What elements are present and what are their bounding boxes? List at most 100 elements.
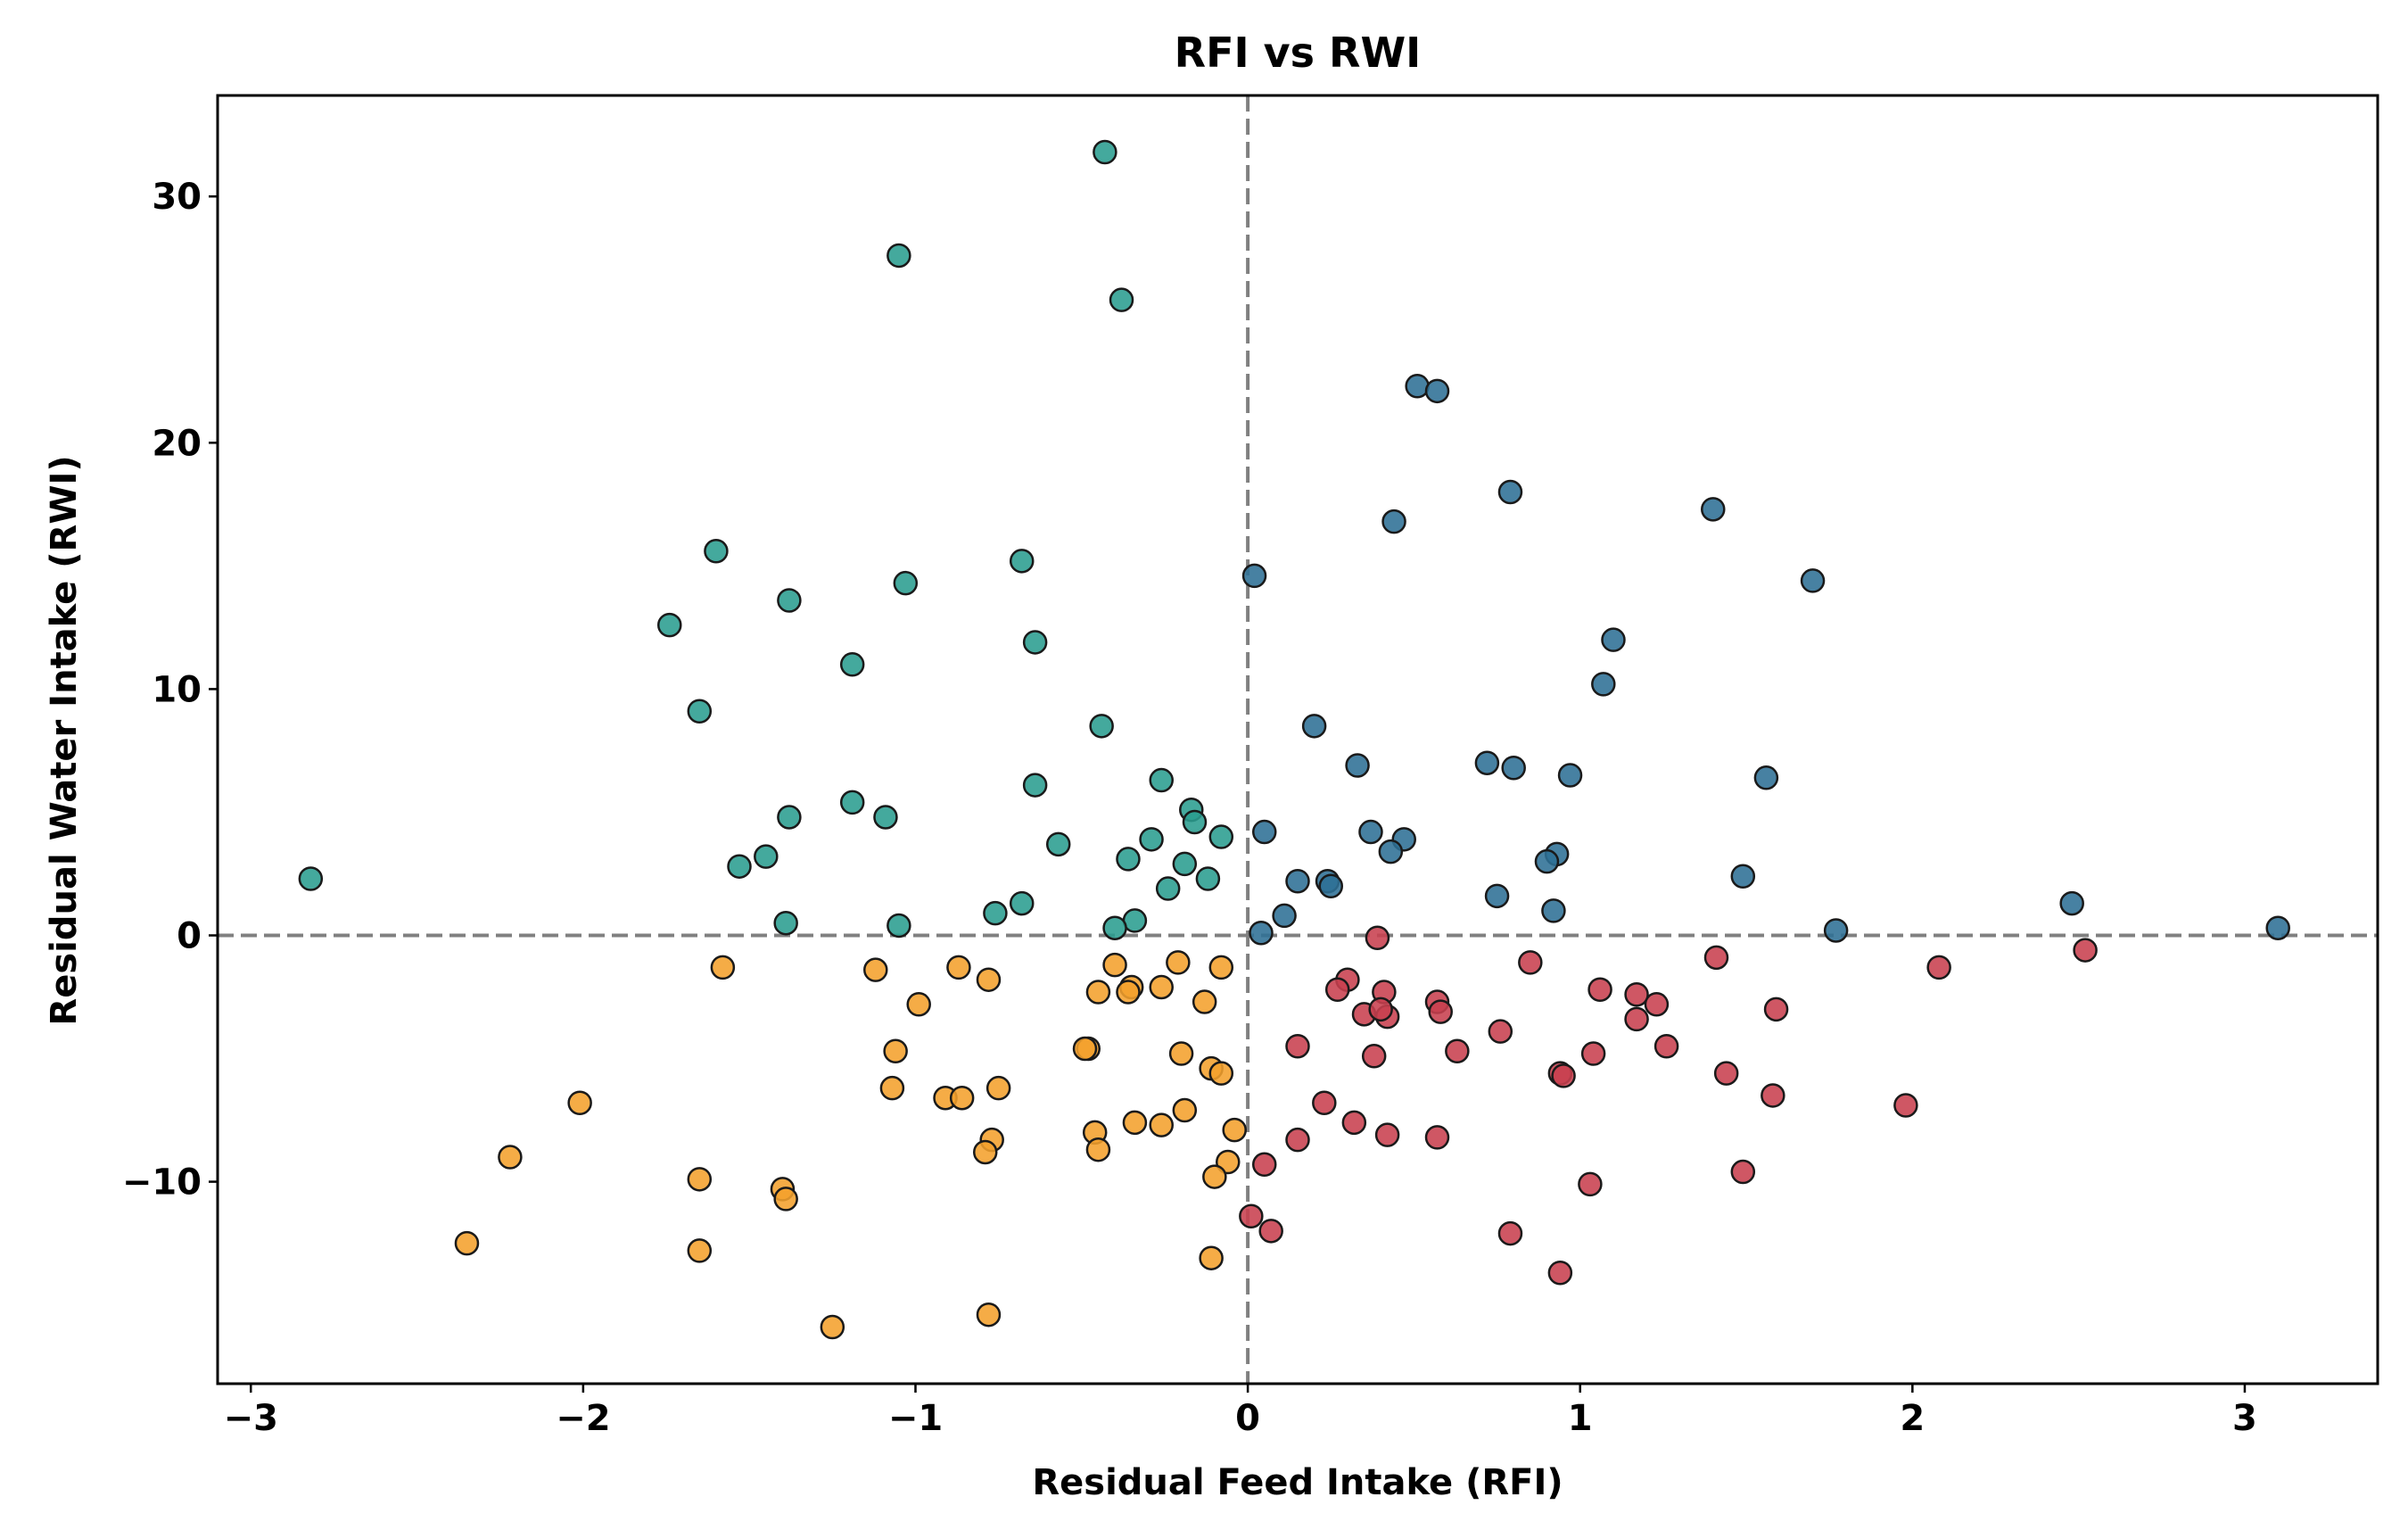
data-point — [773, 910, 798, 936]
y-tick-label: 0 — [177, 915, 202, 956]
data-point — [687, 1167, 713, 1192]
data-point — [1195, 866, 1221, 891]
data-point — [1424, 378, 1450, 404]
data-point — [1182, 809, 1208, 835]
data-point — [1763, 997, 1789, 1022]
data-point — [1199, 1245, 1224, 1270]
data-point — [1541, 898, 1566, 923]
data-point — [1547, 1261, 1573, 1286]
data-point — [454, 1230, 480, 1256]
data-point — [1149, 767, 1174, 793]
data-point — [1823, 918, 1849, 943]
x-axis-ticks: −3 −2 −1 0 1 2 3 — [224, 1384, 2257, 1439]
data-point — [1358, 819, 1383, 845]
data-point — [976, 967, 1002, 992]
x-axis-label: Residual Feed Intake (RFI) — [1032, 1462, 1563, 1503]
data-point — [887, 913, 911, 939]
data-point — [1713, 1061, 1739, 1086]
data-point — [1093, 139, 1117, 165]
data-point — [863, 957, 888, 982]
data-point — [1587, 977, 1612, 1002]
data-point — [1116, 847, 1141, 872]
data-point — [1428, 999, 1453, 1024]
data-point — [1208, 824, 1234, 849]
data-point — [949, 1085, 975, 1111]
x-tick-label: −3 — [224, 1398, 278, 1439]
data-point — [1166, 950, 1191, 975]
data-point — [687, 1238, 713, 1263]
data-point — [773, 1187, 798, 1212]
data-point — [906, 992, 931, 1017]
data-point — [1251, 1152, 1277, 1178]
data-point — [1192, 989, 1217, 1014]
data-point — [1318, 873, 1344, 899]
data-point — [1172, 851, 1198, 877]
data-point — [1701, 497, 1726, 522]
data-point — [873, 805, 898, 830]
data-point — [972, 1139, 998, 1165]
x-tick-label: −1 — [888, 1398, 943, 1439]
data-point — [1518, 950, 1543, 975]
data-point — [1488, 1019, 1513, 1044]
data-point — [1368, 997, 1393, 1022]
data-point — [657, 612, 682, 638]
data-point — [1285, 869, 1310, 894]
data-point — [498, 1145, 523, 1170]
data-point — [1624, 1006, 1649, 1032]
data-point — [1730, 864, 1756, 889]
data-point — [1122, 1110, 1148, 1136]
data-point — [1551, 1063, 1576, 1088]
data-point — [883, 1038, 908, 1064]
data-points — [298, 139, 2290, 1340]
data-point — [1324, 977, 1350, 1002]
data-point — [2265, 915, 2290, 940]
data-point — [1445, 1038, 1470, 1064]
data-point — [1285, 1127, 1310, 1153]
data-point — [2059, 890, 2084, 916]
data-point — [1109, 287, 1134, 312]
data-point — [820, 1314, 845, 1340]
data-point — [1926, 955, 1951, 980]
data-point — [1139, 827, 1164, 852]
data-point — [887, 243, 911, 269]
data-point — [567, 1090, 592, 1115]
data-point — [1208, 1061, 1234, 1086]
data-point — [1653, 1033, 1679, 1059]
data-point — [1085, 1137, 1111, 1162]
data-point — [1580, 1041, 1606, 1066]
series-1 — [298, 139, 1234, 940]
data-point — [1591, 672, 1616, 697]
data-point — [1578, 1171, 1603, 1197]
data-point — [983, 900, 1008, 926]
data-point — [1239, 1203, 1264, 1229]
data-point — [1381, 509, 1406, 534]
data-point — [1424, 1125, 1450, 1150]
data-point — [1345, 753, 1370, 778]
plot-frame — [216, 94, 2379, 1385]
data-point — [1022, 773, 1048, 798]
data-point — [1241, 563, 1267, 589]
data-point — [2073, 938, 2098, 963]
data-point — [946, 955, 971, 980]
data-point — [1378, 839, 1404, 864]
data-point — [1272, 903, 1297, 929]
y-tick-label: 30 — [152, 177, 202, 218]
y-axis-ticks: −10 0 10 20 30 — [122, 177, 218, 1203]
data-point — [1624, 982, 1649, 1007]
data-point — [893, 570, 919, 596]
data-point — [839, 652, 865, 677]
y-tick-label: 20 — [152, 423, 202, 464]
x-tick-label: 0 — [1235, 1398, 1260, 1439]
data-point — [1089, 714, 1114, 739]
data-point — [1601, 627, 1626, 652]
data-point — [1072, 1036, 1098, 1062]
chart-title: RFI vs RWI — [1175, 29, 1422, 77]
data-point — [1222, 1117, 1247, 1143]
data-point — [839, 790, 865, 815]
data-point — [1168, 1041, 1194, 1066]
data-point — [1249, 920, 1274, 946]
data-point — [1258, 1219, 1283, 1244]
data-point — [298, 866, 324, 891]
data-point — [727, 854, 752, 879]
